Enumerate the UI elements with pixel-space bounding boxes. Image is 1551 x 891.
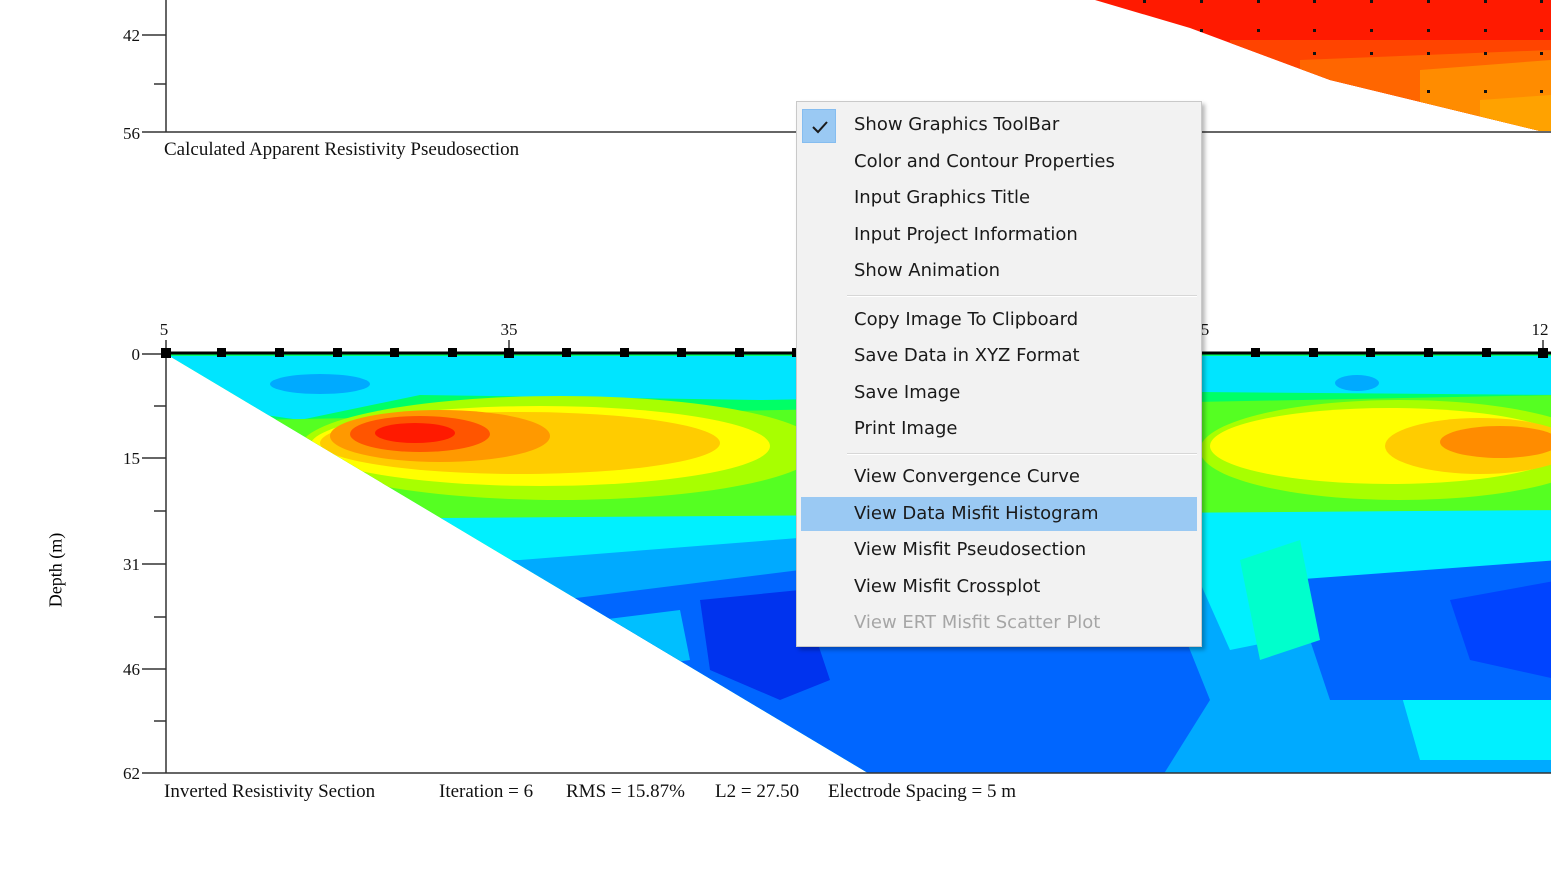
l2-label: L2 = 27.50 [715,781,800,802]
graphics-context-menu: Show Graphics ToolBar Color and Contour … [796,101,1202,647]
menu-separator [847,453,1197,455]
x-tick-label-2: 5 [1201,320,1210,339]
menu-item-view-convergence-curve[interactable]: View Convergence Curve [801,460,1197,494]
menu-item-label: Show Graphics ToolBar [854,114,1060,135]
menu-item-label: Color and Contour Properties [854,151,1115,172]
depth-tick-3: 46 [123,660,140,679]
menu-item-label: View Convergence Curve [854,466,1080,487]
menu-item-label: View Misfit Pseudosection [854,539,1087,560]
electrode-spacing-label: Electrode Spacing = 5 m [828,781,1016,802]
menu-item-copy-image-clipboard[interactable]: Copy Image To Clipboard [801,303,1197,337]
check-icon [802,109,836,143]
menu-item-view-misfit-crossplot[interactable]: View Misfit Crossplot [801,570,1197,604]
depth-axis-label: Depth (m) [45,532,66,608]
menu-item-show-animation[interactable]: Show Animation [801,254,1197,288]
iteration-label: Iteration = 6 [439,781,534,802]
menu-item-label: View Misfit Crossplot [854,576,1041,597]
menu-item-view-data-misfit-histogram[interactable]: View Data Misfit Histogram [801,497,1197,531]
menu-item-input-project-information[interactable]: Input Project Information [801,218,1197,252]
menu-item-label: Save Image [854,382,961,403]
menu-item-show-graphics-toolbar[interactable]: Show Graphics ToolBar [801,108,1197,143]
rms-label: RMS = 15.87% [566,781,685,802]
menu-item-print-image[interactable]: Print Image [801,412,1197,446]
menu-item-input-graphics-title[interactable]: Input Graphics Title [801,181,1197,215]
menu-separator [847,295,1197,297]
x-tick-label-3: 12 [1532,320,1549,339]
menu-item-label: Input Graphics Title [854,187,1031,208]
depth-tick-0: 0 [132,345,141,364]
menu-item-view-misfit-pseudosection[interactable]: View Misfit Pseudosection [801,533,1197,567]
menu-item-label: Copy Image To Clipboard [854,309,1079,330]
menu-item-color-contour-properties[interactable]: Color and Contour Properties [801,145,1197,179]
electrode-markers [161,348,1548,358]
pseudosection-data-points [1143,0,1543,93]
menu-item-label: View Data Misfit Histogram [854,503,1099,524]
top-depth-tick-0: 42 [123,26,140,45]
section-axes [142,340,1551,774]
menu-item-save-image[interactable]: Save Image [801,376,1197,410]
menu-item-label: Save Data in XYZ Format [854,345,1080,366]
depth-tick-4: 62 [123,764,140,783]
section-caption-title: Inverted Resistivity Section [164,781,376,802]
menu-item-label: Input Project Information [854,224,1078,245]
depth-tick-1: 15 [123,449,140,468]
x-tick-label-0: 5 [160,320,169,339]
menu-item-label: Show Animation [854,260,1001,281]
top-section-caption: Calculated Apparent Resistivity Pseudose… [164,139,520,160]
menu-item-label: View ERT Misfit Scatter Plot [854,612,1101,633]
menu-item-view-ert-misfit-scatter-plot: View ERT Misfit Scatter Plot [801,606,1197,640]
top-depth-tick-1: 56 [123,124,140,143]
menu-item-label: Print Image [854,418,958,439]
depth-tick-2: 31 [123,555,140,574]
menu-item-save-data-xyz[interactable]: Save Data in XYZ Format [801,339,1197,373]
x-tick-label-1: 35 [501,320,518,339]
